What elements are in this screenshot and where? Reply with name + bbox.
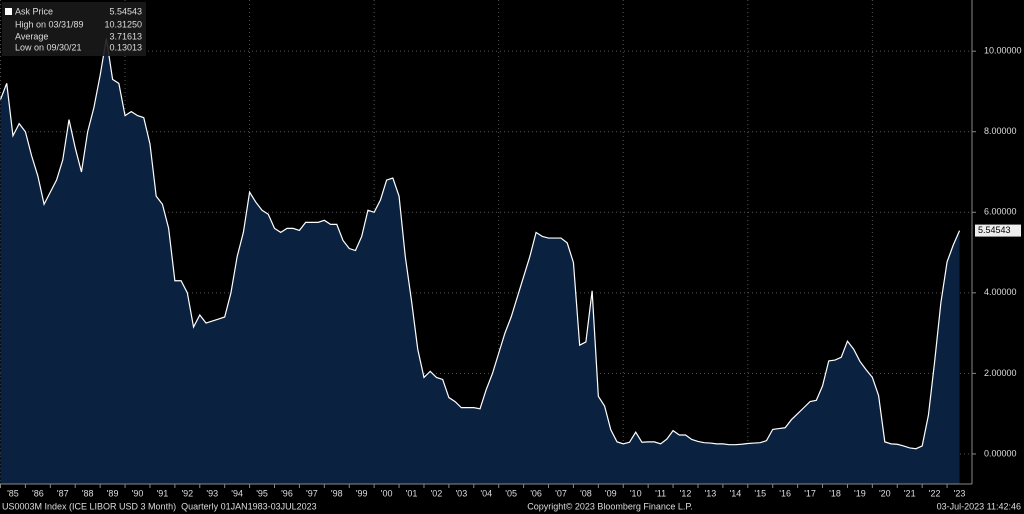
footer-center: Copyright© 2023 Bloomberg Finance L.P. bbox=[527, 501, 693, 511]
area bbox=[0, 38, 960, 484]
x-tick-label: '19 bbox=[854, 488, 866, 498]
x-tick-label: '91 bbox=[157, 488, 169, 498]
x-tick-label: '23 bbox=[954, 488, 966, 498]
y-tick-label: 10.00000 bbox=[984, 46, 1022, 56]
x-tick-label: '93 bbox=[206, 488, 218, 498]
y-tick-label: 6.00000 bbox=[984, 207, 1017, 217]
x-tick-label: '87 bbox=[57, 488, 69, 498]
x-tick-label: '09 bbox=[605, 488, 617, 498]
x-tick-label: '02 bbox=[431, 488, 443, 498]
legend-value: 5.54543 bbox=[109, 6, 142, 16]
legend-label: Ask Price bbox=[15, 6, 53, 16]
x-tick-label: '07 bbox=[555, 488, 567, 498]
legend-value: 10.31250 bbox=[104, 19, 142, 29]
legend-label: Average bbox=[15, 31, 48, 41]
x-tick-label: '16 bbox=[779, 488, 791, 498]
x-tick-label: '06 bbox=[530, 488, 542, 498]
x-tick-label: '10 bbox=[630, 488, 642, 498]
x-tick-label: '04 bbox=[480, 488, 492, 498]
legend-value: 3.71613 bbox=[109, 31, 142, 41]
x-tick-label: '96 bbox=[281, 488, 293, 498]
footer-left: US0003M Index (ICE LIBOR USD 3 Month) Qu… bbox=[2, 501, 317, 511]
x-tick-label: '22 bbox=[929, 488, 941, 498]
legend-box bbox=[2, 2, 146, 56]
x-tick-label: '18 bbox=[829, 488, 841, 498]
x-tick-label: '95 bbox=[256, 488, 268, 498]
plot bbox=[0, 0, 972, 484]
x-tick-label: '00 bbox=[381, 488, 393, 498]
y-tick-label: 0.00000 bbox=[984, 448, 1017, 458]
x-tick-label: '01 bbox=[406, 488, 418, 498]
x-tick-label: '14 bbox=[729, 488, 741, 498]
legend-swatch bbox=[5, 8, 12, 15]
legend-label: High on 03/31/89 bbox=[15, 19, 84, 29]
x-tick-label: '17 bbox=[804, 488, 816, 498]
x-tick-label: '05 bbox=[505, 488, 517, 498]
x-tick-label: '12 bbox=[680, 488, 692, 498]
x-tick-label: '21 bbox=[904, 488, 916, 498]
y-tick-label: 8.00000 bbox=[984, 126, 1017, 136]
x-tick-label: '89 bbox=[107, 488, 119, 498]
x-tick-label: '97 bbox=[306, 488, 318, 498]
x-tick-label: '86 bbox=[32, 488, 44, 498]
x-tick-label: '92 bbox=[181, 488, 193, 498]
x-tick-label: '15 bbox=[754, 488, 766, 498]
last-value-tag bbox=[975, 224, 1021, 237]
x-tick-label: '20 bbox=[879, 488, 891, 498]
x-tick-label: '08 bbox=[580, 488, 592, 498]
x-tick-label: '88 bbox=[82, 488, 94, 498]
last-value-label: 5.54543 bbox=[978, 225, 1011, 235]
x-tick-label: '85 bbox=[7, 488, 19, 498]
x-tick-label: '11 bbox=[655, 488, 666, 498]
legend-value: 0.13013 bbox=[109, 42, 142, 52]
line bbox=[0, 38, 961, 450]
x-tick-label: '99 bbox=[356, 488, 368, 498]
x-tick-label: '03 bbox=[455, 488, 467, 498]
y-tick-label: 2.00000 bbox=[984, 368, 1017, 378]
x-tick-label: '13 bbox=[705, 488, 717, 498]
x-tick-label: '90 bbox=[132, 488, 144, 498]
legend-label: Low on 09/30/21 bbox=[15, 42, 82, 52]
y-tick-label: 4.00000 bbox=[984, 287, 1017, 297]
x-tick-label: '94 bbox=[231, 488, 243, 498]
footer-right: 03-Jul-2023 11:42:46 bbox=[937, 501, 1021, 511]
x-tick-label: '98 bbox=[331, 488, 343, 498]
